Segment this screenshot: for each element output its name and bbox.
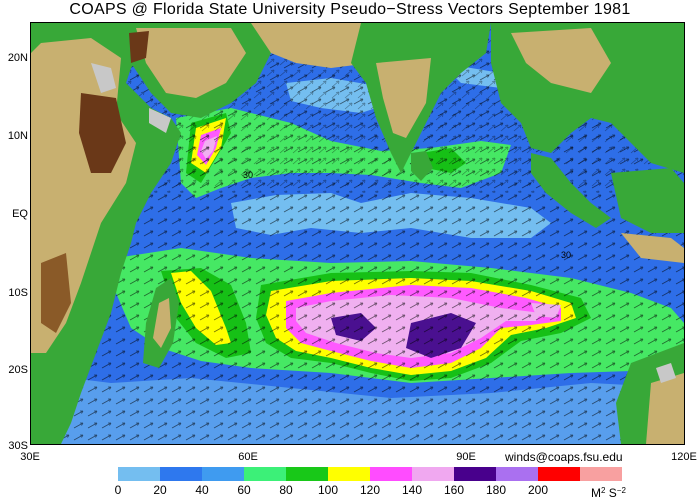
color-legend <box>118 467 622 481</box>
legend-swatch <box>538 467 580 481</box>
himalaya-foothills <box>511 28 611 93</box>
legend-swatch <box>412 467 454 481</box>
wind-stress-map: 30 30 <box>30 22 685 445</box>
legend-swatch <box>286 467 328 481</box>
legend-swatch <box>118 467 160 481</box>
red-sea <box>91 63 116 93</box>
legend-tick: 0 <box>114 483 122 497</box>
legend-swatch <box>580 467 622 481</box>
contour-label: 30 <box>561 250 571 260</box>
latitude-label-eq: EQ <box>12 208 28 220</box>
latitude-label-10n: 10N <box>7 130 28 142</box>
legend-tick: 200 <box>527 483 549 497</box>
map-canvas: 30 30 <box>31 23 684 444</box>
legend-swatch <box>160 467 202 481</box>
borneo <box>611 168 684 233</box>
legend-tick: 60 <box>237 483 251 497</box>
latitude-label-10s: 10S <box>8 287 28 299</box>
latitude-label-30s: 30S <box>8 440 28 452</box>
sumatra <box>531 153 611 228</box>
legend-tick: 120 <box>359 483 381 497</box>
arabian-highlands <box>129 31 149 63</box>
australian-coast <box>656 363 676 383</box>
legend-units: M2 S−2 <box>591 486 626 500</box>
legend-swatch <box>202 467 244 481</box>
legend-tick: 20 <box>153 483 167 497</box>
java <box>621 233 684 263</box>
sri-lanka <box>411 151 433 181</box>
longitude-label-120e: 120E <box>671 451 697 463</box>
latitude-label-20s: 20S <box>8 364 28 376</box>
legend-tick: 160 <box>443 483 465 497</box>
legend-tick: 40 <box>195 483 209 497</box>
map-title: COAPS @ Florida State University Pseudo−… <box>69 1 631 18</box>
legend-swatch <box>328 467 370 481</box>
east-african-plateau <box>41 253 71 333</box>
arabian-desert <box>136 28 246 98</box>
longitude-label-90e: 90E <box>456 451 476 463</box>
latitude-label-20n: 20N <box>7 52 28 64</box>
longitude-label-60e: 60E <box>238 451 258 463</box>
legend-tick: 100 <box>317 483 339 497</box>
contact-email: winds@coaps.fsu.edu <box>505 450 623 464</box>
legend-tick: 140 <box>401 483 423 497</box>
madagascar-highlands <box>153 298 171 348</box>
australian-interior <box>646 373 684 444</box>
legend-tick: 80 <box>279 483 293 497</box>
deccan-plateau <box>376 58 431 138</box>
gulf-of-aden-coast <box>149 108 171 133</box>
legend-swatch <box>370 467 412 481</box>
legend-swatch <box>496 467 538 481</box>
ethiopian-highlands <box>79 93 126 173</box>
legend-swatch <box>244 467 286 481</box>
longitude-label-30e: 30E <box>20 451 40 463</box>
legend-swatch <box>454 467 496 481</box>
contour-label: 30 <box>243 170 253 180</box>
legend-tick: 180 <box>485 483 507 497</box>
